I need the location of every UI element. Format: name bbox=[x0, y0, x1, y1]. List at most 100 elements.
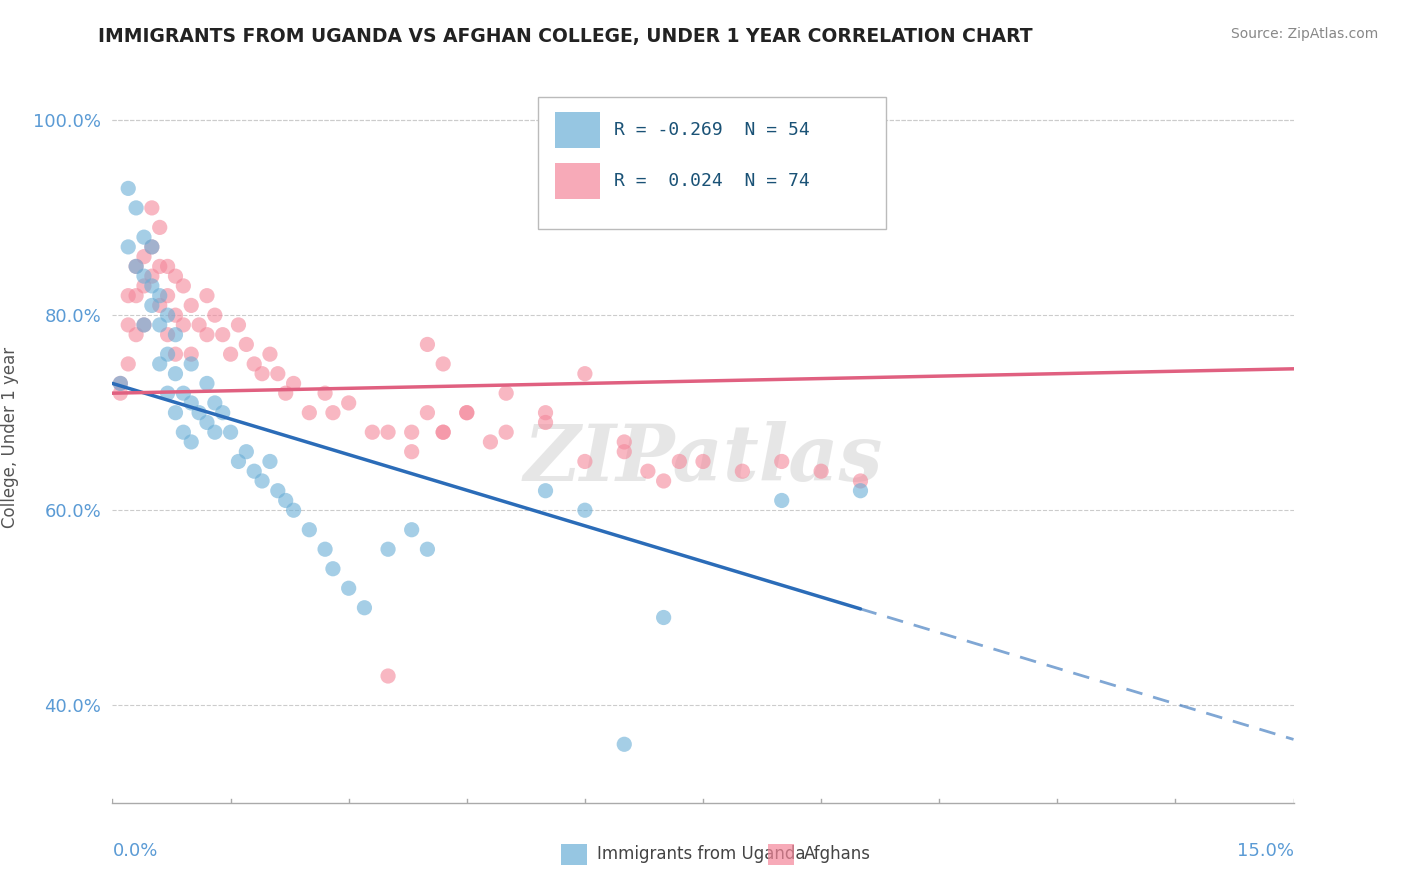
Point bbox=[377, 669, 399, 683]
Text: R =  0.024  N = 74: R = 0.024 N = 74 bbox=[614, 172, 810, 190]
Point bbox=[401, 444, 423, 458]
Point bbox=[204, 308, 226, 322]
Point bbox=[156, 386, 179, 401]
Point bbox=[195, 327, 218, 342]
Point bbox=[141, 298, 163, 312]
Point bbox=[204, 396, 226, 410]
Point bbox=[432, 425, 454, 440]
Point bbox=[204, 425, 226, 440]
Point bbox=[228, 454, 250, 468]
Point bbox=[180, 396, 202, 410]
Point bbox=[479, 434, 502, 449]
Bar bbox=[555, 112, 600, 148]
Point bbox=[156, 327, 179, 342]
Point bbox=[574, 503, 596, 517]
Point bbox=[211, 406, 233, 420]
Point bbox=[235, 444, 257, 458]
Point bbox=[165, 269, 187, 284]
Point bbox=[165, 308, 187, 322]
Bar bbox=[561, 845, 588, 865]
Point bbox=[132, 279, 155, 293]
Point bbox=[534, 483, 557, 498]
Point bbox=[141, 279, 163, 293]
Point bbox=[637, 464, 659, 478]
Point bbox=[259, 454, 281, 468]
Point bbox=[132, 230, 155, 244]
Point bbox=[117, 357, 139, 371]
Point bbox=[117, 181, 139, 195]
Point bbox=[401, 425, 423, 440]
Point bbox=[211, 327, 233, 342]
Point bbox=[141, 201, 163, 215]
Point bbox=[188, 318, 211, 332]
Point bbox=[110, 386, 132, 401]
Point bbox=[283, 376, 305, 391]
Point bbox=[432, 425, 454, 440]
Point bbox=[228, 318, 250, 332]
Text: IMMIGRANTS FROM UGANDA VS AFGHAN COLLEGE, UNDER 1 YEAR CORRELATION CHART: IMMIGRANTS FROM UGANDA VS AFGHAN COLLEGE… bbox=[98, 27, 1033, 45]
Point bbox=[156, 347, 179, 361]
Point bbox=[353, 600, 375, 615]
Point bbox=[156, 260, 179, 274]
Point bbox=[165, 347, 187, 361]
Point bbox=[180, 347, 202, 361]
Point bbox=[849, 483, 872, 498]
Point bbox=[770, 454, 793, 468]
Point bbox=[132, 269, 155, 284]
Text: Source: ZipAtlas.com: Source: ZipAtlas.com bbox=[1230, 27, 1378, 41]
Point bbox=[613, 737, 636, 751]
Point bbox=[132, 250, 155, 264]
Point bbox=[574, 454, 596, 468]
Point bbox=[377, 542, 399, 557]
Point bbox=[250, 367, 273, 381]
Point bbox=[235, 337, 257, 351]
Point bbox=[432, 357, 454, 371]
Point bbox=[180, 357, 202, 371]
Point bbox=[125, 201, 148, 215]
Point bbox=[416, 337, 439, 351]
Point bbox=[574, 367, 596, 381]
Point bbox=[165, 327, 187, 342]
Point bbox=[401, 523, 423, 537]
Point bbox=[195, 416, 218, 430]
Text: ZIPatlas: ZIPatlas bbox=[523, 421, 883, 497]
Point bbox=[149, 288, 172, 302]
Point bbox=[141, 240, 163, 254]
Point bbox=[416, 542, 439, 557]
Point bbox=[172, 425, 194, 440]
Point bbox=[267, 483, 290, 498]
Point bbox=[495, 386, 517, 401]
Point bbox=[141, 269, 163, 284]
Point bbox=[322, 406, 344, 420]
Point bbox=[274, 386, 297, 401]
Point bbox=[180, 434, 202, 449]
Point bbox=[156, 308, 179, 322]
Point bbox=[613, 444, 636, 458]
Point bbox=[117, 318, 139, 332]
Point bbox=[613, 434, 636, 449]
Point bbox=[195, 288, 218, 302]
Text: 15.0%: 15.0% bbox=[1236, 842, 1294, 860]
Point bbox=[149, 318, 172, 332]
Point bbox=[125, 260, 148, 274]
Point bbox=[692, 454, 714, 468]
Point bbox=[149, 220, 172, 235]
Point bbox=[770, 493, 793, 508]
Point bbox=[322, 562, 344, 576]
Point bbox=[259, 347, 281, 361]
Point bbox=[274, 493, 297, 508]
Bar bbox=[555, 163, 600, 200]
Point bbox=[172, 279, 194, 293]
Point bbox=[416, 406, 439, 420]
Text: R = -0.269  N = 54: R = -0.269 N = 54 bbox=[614, 121, 810, 139]
Point bbox=[195, 376, 218, 391]
Point bbox=[668, 454, 690, 468]
Point bbox=[243, 464, 266, 478]
Point bbox=[165, 406, 187, 420]
Text: Immigrants from Uganda: Immigrants from Uganda bbox=[596, 845, 806, 863]
Point bbox=[849, 474, 872, 488]
Point bbox=[132, 318, 155, 332]
Bar bbox=[768, 845, 794, 865]
Point bbox=[149, 357, 172, 371]
Point bbox=[337, 396, 360, 410]
